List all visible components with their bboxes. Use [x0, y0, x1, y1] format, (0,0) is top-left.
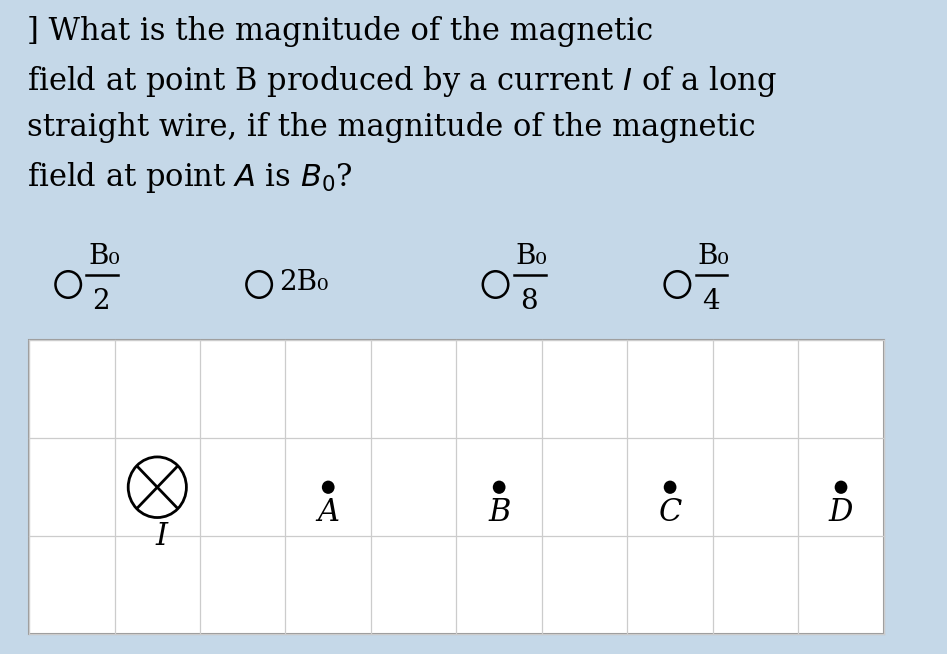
Text: field at point B produced by a current $I$ of a long: field at point B produced by a current $…: [27, 64, 777, 99]
Text: I: I: [156, 521, 168, 552]
Text: A: A: [317, 497, 339, 528]
Text: 4: 4: [702, 288, 720, 315]
Ellipse shape: [834, 481, 848, 494]
Text: C: C: [658, 497, 682, 528]
Text: field at point $A$ is $B_0$?: field at point $A$ is $B_0$?: [27, 160, 352, 195]
Text: B₀: B₀: [515, 243, 547, 270]
Text: B₀: B₀: [697, 243, 729, 270]
Ellipse shape: [322, 481, 334, 494]
Text: 8: 8: [520, 288, 538, 315]
Text: ] What is the magnitude of the magnetic: ] What is the magnitude of the magnetic: [27, 16, 653, 47]
Ellipse shape: [492, 481, 506, 494]
Text: 2: 2: [93, 288, 110, 315]
Text: straight wire, if the magnitude of the magnetic: straight wire, if the magnitude of the m…: [27, 112, 756, 143]
Ellipse shape: [664, 481, 676, 494]
Text: B₀: B₀: [88, 243, 120, 270]
Text: B: B: [488, 497, 510, 528]
Text: D: D: [829, 497, 853, 528]
Bar: [29, 340, 884, 634]
Text: 2B₀: 2B₀: [279, 269, 329, 296]
